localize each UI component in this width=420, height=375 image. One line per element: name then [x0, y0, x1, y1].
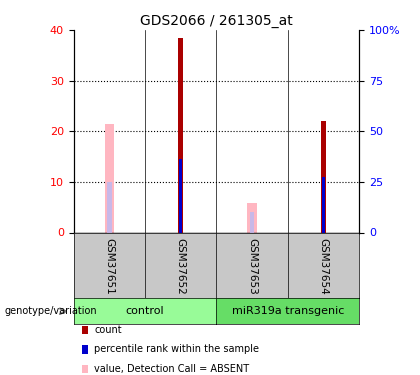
Text: GSM37652: GSM37652: [176, 238, 186, 294]
Text: percentile rank within the sample: percentile rank within the sample: [94, 345, 260, 354]
Text: miR319a transgenic: miR319a transgenic: [231, 306, 344, 316]
Bar: [321, 121, 326, 232]
Bar: [107, 182, 112, 232]
Text: control: control: [126, 306, 164, 316]
Bar: [179, 159, 182, 232]
Text: count: count: [94, 325, 122, 335]
Text: GSM37653: GSM37653: [247, 238, 257, 294]
Text: GSM37654: GSM37654: [318, 238, 328, 294]
Bar: [178, 38, 183, 232]
Bar: [322, 177, 325, 232]
Title: GDS2066 / 261305_at: GDS2066 / 261305_at: [140, 13, 293, 28]
Bar: [249, 212, 255, 232]
Bar: [247, 203, 257, 232]
Text: value, Detection Call = ABSENT: value, Detection Call = ABSENT: [94, 364, 249, 374]
Text: GSM37651: GSM37651: [104, 238, 114, 294]
Bar: [105, 124, 114, 232]
Text: genotype/variation: genotype/variation: [4, 306, 97, 316]
